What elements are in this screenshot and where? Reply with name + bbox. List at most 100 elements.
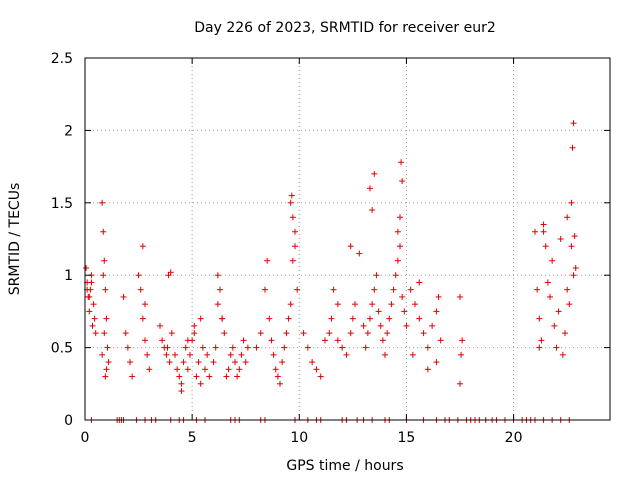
data-point xyxy=(570,272,577,279)
data-point xyxy=(146,366,153,373)
data-point xyxy=(232,359,238,366)
data-point xyxy=(92,330,99,337)
data-point xyxy=(219,315,226,322)
data-point xyxy=(174,366,181,373)
data-point xyxy=(388,301,395,308)
data-point xyxy=(104,344,111,351)
data-point xyxy=(197,315,204,322)
data-point xyxy=(435,293,442,300)
data-point xyxy=(270,351,277,358)
data-point xyxy=(89,322,96,329)
data-point xyxy=(238,351,245,358)
data-point xyxy=(347,330,354,337)
data-point xyxy=(285,315,292,322)
data-point xyxy=(212,344,219,351)
data-point xyxy=(409,351,416,358)
data-point xyxy=(100,228,107,235)
data-point xyxy=(313,366,320,373)
data-point xyxy=(214,272,221,279)
data-point xyxy=(394,257,401,264)
data-point xyxy=(272,366,279,373)
data-point xyxy=(459,337,466,344)
data-points xyxy=(83,120,579,423)
data-point xyxy=(244,344,251,351)
data-point xyxy=(352,301,358,308)
data-point xyxy=(420,330,427,337)
data-point xyxy=(433,359,440,366)
data-point xyxy=(157,322,163,329)
x-axis-label: GPS time / hours xyxy=(286,458,403,474)
data-point xyxy=(304,344,311,351)
data-point xyxy=(309,359,316,366)
data-point xyxy=(349,315,356,322)
data-point xyxy=(544,279,551,286)
data-point xyxy=(91,315,98,322)
data-point xyxy=(382,351,388,358)
data-point xyxy=(193,373,200,380)
data-point xyxy=(180,359,187,366)
data-point xyxy=(433,308,440,315)
data-point xyxy=(397,214,403,221)
data-point xyxy=(289,257,296,264)
data-point xyxy=(542,243,549,250)
x-tick-label: 20 xyxy=(505,430,523,446)
data-point xyxy=(120,293,127,300)
data-point xyxy=(424,366,431,373)
data-point xyxy=(168,330,175,337)
data-point xyxy=(369,207,376,214)
data-point xyxy=(339,344,346,351)
data-point xyxy=(540,228,547,235)
data-point xyxy=(334,301,341,308)
axis-ticks: 0 5 10 15 20 0 0.5 1 1.5 2 2.5 xyxy=(51,51,610,446)
data-point xyxy=(129,373,136,380)
data-point xyxy=(191,330,198,337)
data-point xyxy=(137,286,144,293)
data-point xyxy=(187,351,193,358)
data-point xyxy=(142,301,148,308)
data-point xyxy=(288,192,295,199)
data-point xyxy=(217,286,223,293)
data-point xyxy=(159,337,166,344)
data-point xyxy=(564,286,571,293)
data-point xyxy=(568,199,575,206)
data-point xyxy=(122,330,129,337)
data-point xyxy=(377,322,384,329)
data-point xyxy=(144,351,151,358)
data-point xyxy=(416,279,423,286)
data-point xyxy=(206,373,213,380)
data-point xyxy=(386,315,393,322)
y-tick-label: 1.5 xyxy=(51,196,73,212)
data-point xyxy=(166,359,173,366)
y-tick-label: 0 xyxy=(64,413,73,429)
y-tick-label: 0.5 xyxy=(51,341,73,357)
data-point xyxy=(102,286,109,293)
data-point xyxy=(281,344,288,351)
data-point xyxy=(124,344,131,351)
data-point xyxy=(289,214,296,221)
data-point xyxy=(399,178,406,185)
data-point xyxy=(334,337,341,344)
data-point xyxy=(287,301,294,308)
data-point xyxy=(105,359,112,366)
data-point xyxy=(367,185,373,192)
data-point xyxy=(279,359,286,366)
data-point xyxy=(225,366,232,373)
data-point xyxy=(568,243,575,250)
data-point xyxy=(540,221,547,228)
data-point xyxy=(429,322,436,329)
data-point xyxy=(294,286,301,293)
data-point xyxy=(407,286,414,293)
data-point xyxy=(221,330,228,337)
x-tick-label: 15 xyxy=(398,430,416,446)
plot-frame xyxy=(84,57,611,421)
data-point xyxy=(184,337,191,344)
data-point xyxy=(292,228,298,235)
y-tick-label: 1 xyxy=(64,268,73,284)
data-point xyxy=(262,286,268,293)
data-point xyxy=(264,257,271,264)
data-point xyxy=(457,380,463,387)
y-axis-label: SRMTID / TECUs xyxy=(7,183,23,296)
data-point xyxy=(553,344,560,351)
data-point xyxy=(242,359,249,366)
data-point xyxy=(347,243,354,250)
